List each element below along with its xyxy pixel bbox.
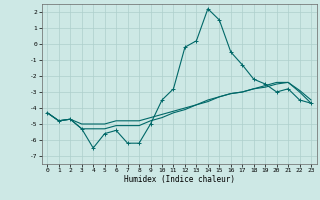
X-axis label: Humidex (Indice chaleur): Humidex (Indice chaleur) [124,175,235,184]
